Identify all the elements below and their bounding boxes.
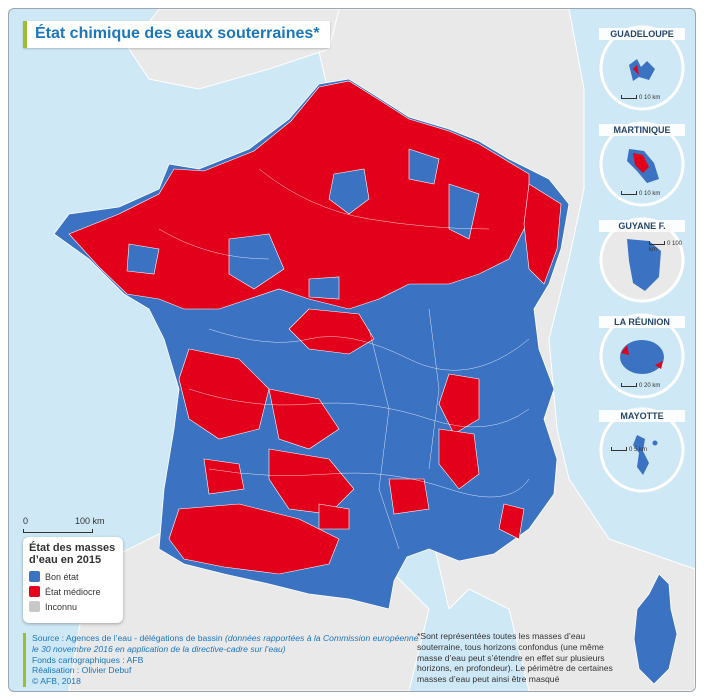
legend-swatch-poor <box>29 586 40 597</box>
inset-reunion-scale: 0 20 km <box>621 383 660 389</box>
poor-state-areas <box>68 80 562 575</box>
inset-reunion: LA RÉUNION 0 20 km <box>599 313 685 399</box>
water-body-boundaries <box>158 168 530 550</box>
source-italic: (données rapportées à la Commission euro… <box>32 633 419 654</box>
legend-item-unknown: Inconnu <box>29 599 117 614</box>
source-realisation: Réalisation : Olivier Debuf <box>32 665 132 676</box>
source-fonds: Fonds cartographiques : AFB <box>32 654 144 665</box>
inset-martinique-scale: 0 10 km <box>621 191 660 197</box>
france-map <box>53 9 695 691</box>
inset-guadeloupe-label: GUADELOUPE <box>599 28 685 40</box>
scale-end: 100 km <box>75 516 105 526</box>
legend: État des masses d’eau en 2015 Bon état É… <box>23 537 123 623</box>
inset-guyane: GUYANE F. 0 100 km <box>599 217 685 303</box>
footnote: *Sont représentées toutes les masses d’e… <box>417 631 613 685</box>
inset-martinique-label: MARTINIQUE <box>599 124 685 136</box>
corsica <box>633 573 678 685</box>
inset-martinique: MARTINIQUE 0 10 km <box>599 121 685 207</box>
inset-mayotte-label: MAYOTTE <box>599 410 685 422</box>
legend-item-poor: État médiocre <box>29 584 117 599</box>
map-title: État chimique des eaux souterraines* <box>23 21 330 48</box>
inset-reunion-label: LA RÉUNION <box>599 316 685 328</box>
map-title-text: État chimique des eaux souterraines* <box>35 25 320 42</box>
inset-guyane-label: GUYANE F. <box>599 220 685 232</box>
scale-start: 0 <box>23 516 29 526</box>
legend-swatch-unknown <box>29 601 40 612</box>
inset-guyane-scale: 0 100 km <box>649 241 683 253</box>
source-copyright: © AFB, 2018 <box>32 676 81 687</box>
map-frame: État chimique des eaux souterraines* GUA… <box>8 8 696 692</box>
inset-guadeloupe-scale: 0 10 km <box>621 95 660 101</box>
legend-title: État des masses d’eau en 2015 <box>29 542 116 566</box>
legend-item-good: Bon état <box>29 569 117 584</box>
inset-mayotte: MAYOTTE 0 5 km <box>599 407 685 493</box>
source-prefix: Source : Agences de l’eau - délégations … <box>32 633 226 643</box>
good-state-patches <box>126 148 480 300</box>
inset-guadeloupe: GUADELOUPE 0 10 km <box>599 25 685 111</box>
source-block: Source : Agences de l’eau - délégations … <box>23 633 422 687</box>
scale-bar: 0 100 km <box>23 516 105 533</box>
legend-swatch-good <box>29 571 40 582</box>
inset-mayotte-scale: 0 5 km <box>611 447 647 453</box>
